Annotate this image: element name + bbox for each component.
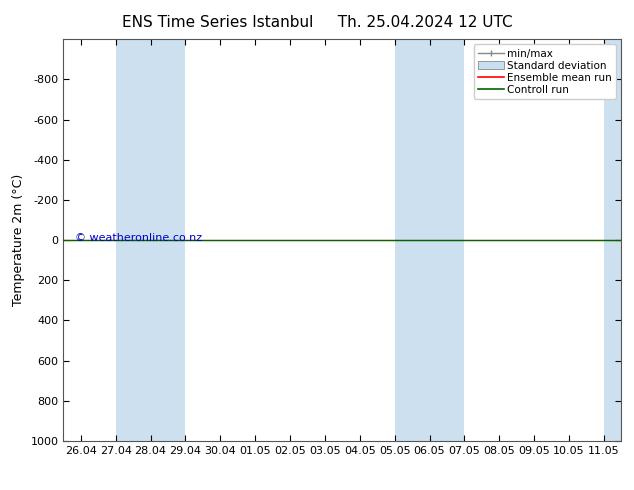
Legend: min/max, Standard deviation, Ensemble mean run, Controll run: min/max, Standard deviation, Ensemble me… bbox=[474, 45, 616, 99]
Text: ENS Time Series Istanbul     Th. 25.04.2024 12 UTC: ENS Time Series Istanbul Th. 25.04.2024 … bbox=[122, 15, 512, 30]
Bar bbox=[604, 39, 621, 441]
Text: © weatheronline.co.nz: © weatheronline.co.nz bbox=[75, 233, 202, 243]
Y-axis label: Temperature 2m (°C): Temperature 2m (°C) bbox=[12, 174, 25, 306]
Bar bbox=[116, 39, 185, 441]
Bar bbox=[394, 39, 464, 441]
